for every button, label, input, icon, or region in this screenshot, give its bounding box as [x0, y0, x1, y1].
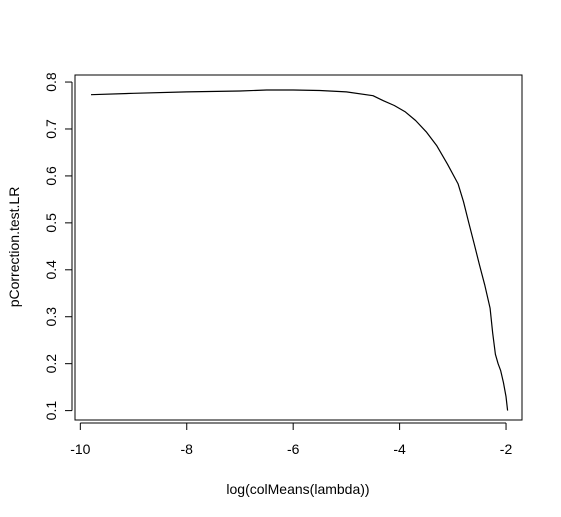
series-line: [90, 89, 509, 411]
y-axis: 0.1 0.2 0.3 0.4 0.5 0.6 0.7 0.8: [43, 72, 73, 421]
y-tick-label: 0.2: [43, 354, 59, 374]
y-tick-label: 0.8: [43, 72, 59, 92]
y-axis-title: pCorrection.test.LR: [6, 187, 22, 308]
x-tick-label: -2: [500, 441, 513, 457]
y-tick-label: 0.1: [43, 401, 59, 421]
y-tick-label: 0.3: [43, 307, 59, 327]
y-tick-label: 0.4: [43, 260, 59, 280]
plot-frame: [74, 74, 523, 421]
y-tick-label: 0.5: [43, 213, 59, 233]
y-tick-label: 0.6: [43, 166, 59, 186]
x-tick-label: -8: [181, 441, 194, 457]
x-tick-label: -10: [70, 441, 90, 457]
x-axis-title: log(colMeans(lambda)): [226, 481, 369, 497]
y-tick-label: 0.7: [43, 119, 59, 139]
x-axis: -10 -8 -6 -4 -2: [70, 422, 513, 457]
series-layer: [90, 89, 509, 411]
x-tick-label: -6: [287, 441, 300, 457]
x-tick-label: -4: [393, 441, 406, 457]
